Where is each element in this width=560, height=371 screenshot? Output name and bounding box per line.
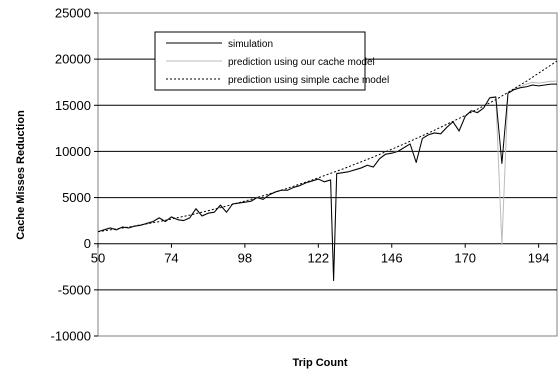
y-tick-label: -5000 — [58, 282, 91, 297]
x-axis-title: Trip Count — [293, 357, 348, 369]
x-tick-label: 74 — [164, 251, 178, 266]
x-tick-label: 194 — [528, 251, 550, 266]
x-tick-label: 50 — [91, 251, 105, 266]
legend-label-simulation: simulation — [228, 39, 273, 50]
x-tick-label: 98 — [238, 251, 252, 266]
y-tick-label: 5000 — [62, 190, 91, 205]
series-lines — [97, 60, 558, 282]
x-tick-label: 170 — [454, 251, 476, 266]
y-tick-label: 25000 — [55, 6, 91, 21]
y-axis-title: Cache Misses Reduction — [15, 110, 27, 240]
x-axis-ticks: 50 74 98 122 146 170 194 — [91, 243, 550, 266]
y-tick-label: 0 — [84, 236, 91, 251]
legend-label-simple-model: prediction using simple cache model — [228, 75, 389, 86]
legend-label-our-model: prediction using our cache model — [228, 57, 375, 68]
legend: simulation prediction using our cache mo… — [154, 31, 389, 91]
y-tick-label: 15000 — [55, 98, 91, 113]
y-tick-label: 10000 — [55, 144, 91, 159]
y-tick-label: -10000 — [51, 329, 91, 344]
series-line-simulation — [97, 83, 557, 282]
x-tick-label: 122 — [307, 251, 329, 266]
y-axis-ticks: -10000 -5000 0 5000 10000 15000 20000 25000 — [51, 6, 98, 344]
y-tick-label: 20000 — [55, 52, 91, 67]
x-tick-label: 146 — [381, 251, 403, 266]
series-line-simple-model — [97, 60, 558, 233]
